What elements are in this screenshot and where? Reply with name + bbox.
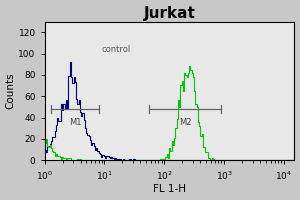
- Title: Jurkat: Jurkat: [144, 6, 196, 21]
- X-axis label: FL 1-H: FL 1-H: [153, 184, 186, 194]
- Text: M1: M1: [69, 118, 81, 127]
- Y-axis label: Counts: Counts: [6, 73, 16, 109]
- Text: control: control: [101, 45, 131, 54]
- Text: M2: M2: [179, 118, 191, 127]
